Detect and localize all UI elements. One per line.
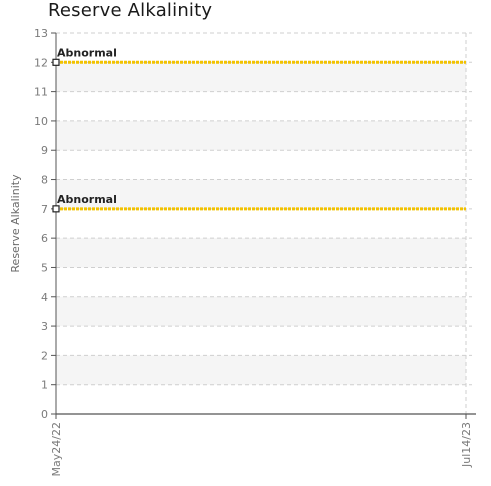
annotation-label: Abnormal xyxy=(57,193,117,206)
y-tick-label: 4 xyxy=(41,291,48,304)
y-tick-label: 9 xyxy=(41,144,48,157)
y-tick-label: 3 xyxy=(41,320,48,333)
grid-band xyxy=(56,238,466,268)
chart-title: Reserve Alkalinity xyxy=(48,0,213,21)
y-tick-label: 12 xyxy=(34,56,48,69)
y-tick-label: 8 xyxy=(41,174,48,187)
y-tick-label: 10 xyxy=(34,115,48,128)
y-tick-label: 1 xyxy=(41,379,48,392)
grid-band xyxy=(56,355,466,385)
grid-band xyxy=(56,179,466,209)
grid-band xyxy=(56,62,466,92)
x-tick-label: Jul14/23 xyxy=(460,422,473,468)
y-tick-label: 5 xyxy=(41,261,48,274)
y-tick-label: 6 xyxy=(41,232,48,245)
data-point-marker xyxy=(52,58,60,66)
x-tick-label: May24/22 xyxy=(50,422,63,476)
y-axis-label: Reserve Alkalinity xyxy=(9,174,22,273)
annotation-label: Abnormal xyxy=(57,46,117,59)
y-tick-label: 0 xyxy=(41,408,48,421)
y-tick-label: 7 xyxy=(41,203,48,216)
grid-band xyxy=(56,296,466,327)
y-tick-label: 2 xyxy=(41,349,48,362)
y-tick-label: 11 xyxy=(34,86,48,99)
y-tick-label: 13 xyxy=(34,27,48,40)
grid-band xyxy=(56,120,466,151)
data-point-marker xyxy=(52,205,60,213)
